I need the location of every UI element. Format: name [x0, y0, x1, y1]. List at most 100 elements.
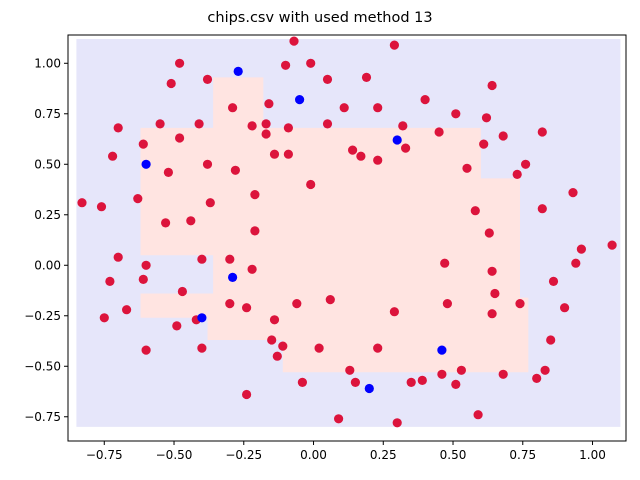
- red-point-102: [540, 365, 550, 375]
- red-point-98: [521, 159, 531, 169]
- blue-point-3: [233, 66, 243, 76]
- red-point-65: [361, 72, 372, 82]
- x-tick-label: −0.25: [225, 448, 262, 462]
- red-point-53: [306, 58, 316, 68]
- red-point-92: [487, 309, 497, 319]
- red-point-10: [138, 274, 148, 284]
- red-point-3: [113, 123, 123, 133]
- red-point-107: [571, 258, 581, 268]
- y-tick-label: 0.25: [34, 208, 61, 222]
- red-point-58: [325, 295, 335, 305]
- red-point-89: [484, 228, 494, 238]
- y-tick-label: −0.75: [24, 410, 61, 424]
- red-point-0: [77, 198, 87, 208]
- x-tick-label: 0.75: [509, 448, 536, 462]
- red-point-24: [197, 343, 207, 353]
- red-point-51: [292, 299, 302, 309]
- red-point-105: [560, 303, 570, 313]
- x-tick-label: −0.50: [156, 448, 193, 462]
- red-point-101: [537, 204, 547, 214]
- blue-point-7: [437, 345, 447, 355]
- class-1-region-0: [140, 77, 529, 373]
- red-point-57: [322, 119, 333, 129]
- red-point-11: [141, 345, 151, 355]
- axes-frame: [67, 34, 627, 442]
- red-point-70: [389, 307, 399, 317]
- red-point-31: [228, 103, 238, 113]
- red-point-18: [175, 58, 185, 68]
- red-point-25: [197, 254, 207, 264]
- red-point-48: [283, 149, 293, 159]
- red-point-14: [161, 218, 171, 228]
- red-point-29: [225, 254, 235, 264]
- red-point-1: [96, 202, 107, 212]
- red-point-37: [250, 190, 260, 200]
- x-tick-label: 0.00: [300, 448, 327, 462]
- red-point-84: [462, 163, 472, 173]
- red-point-95: [498, 369, 508, 379]
- y-tick-label: 0.75: [34, 107, 61, 121]
- red-point-23: [194, 119, 204, 129]
- red-point-80: [442, 299, 452, 309]
- red-point-104: [548, 276, 559, 286]
- blue-point-1: [197, 313, 207, 323]
- red-point-78: [437, 369, 447, 379]
- red-point-86: [473, 410, 483, 420]
- red-point-33: [242, 389, 252, 400]
- red-point-45: [272, 351, 282, 361]
- blue-point-6: [392, 135, 402, 145]
- x-tick-label: 1.00: [579, 448, 606, 462]
- red-point-88: [481, 113, 492, 123]
- red-point-79: [440, 258, 450, 268]
- red-point-7: [122, 305, 132, 315]
- blue-point-5: [364, 383, 374, 394]
- red-point-85: [470, 206, 480, 216]
- red-point-46: [278, 341, 288, 351]
- red-point-99: [532, 373, 542, 383]
- red-point-50: [289, 36, 299, 46]
- red-point-20: [177, 286, 187, 297]
- red-point-41: [264, 99, 274, 109]
- red-point-5: [105, 276, 115, 286]
- red-point-69: [389, 40, 399, 50]
- red-point-47: [281, 60, 291, 70]
- red-point-94: [498, 131, 508, 141]
- red-point-8: [133, 194, 143, 204]
- red-point-42: [267, 335, 277, 345]
- red-point-77: [434, 127, 444, 137]
- red-point-44: [269, 149, 280, 159]
- red-point-15: [163, 167, 173, 177]
- red-point-61: [345, 365, 355, 375]
- red-point-36: [247, 264, 257, 274]
- x-tick-label: 0.25: [370, 448, 397, 462]
- red-point-100: [537, 127, 547, 137]
- red-point-91: [487, 266, 497, 276]
- red-point-16: [166, 78, 176, 89]
- red-point-56: [322, 74, 333, 84]
- decision-regions: [76, 39, 621, 427]
- red-point-43: [269, 315, 280, 325]
- red-point-52: [297, 377, 307, 387]
- red-point-34: [242, 303, 252, 313]
- red-point-9: [138, 139, 148, 149]
- red-point-76: [420, 95, 430, 105]
- red-point-103: [546, 335, 556, 345]
- red-point-109: [607, 240, 617, 250]
- red-point-93: [490, 288, 500, 299]
- red-point-26: [202, 74, 213, 84]
- y-tick-label: −0.50: [24, 359, 61, 373]
- red-point-108: [576, 244, 587, 254]
- red-point-67: [373, 155, 383, 165]
- red-point-32: [230, 165, 240, 175]
- red-point-71: [392, 418, 402, 428]
- red-point-83: [456, 365, 466, 375]
- red-point-39: [261, 119, 271, 129]
- red-point-62: [348, 145, 358, 155]
- red-point-30: [225, 299, 235, 309]
- blue-point-2: [228, 272, 238, 282]
- red-point-38: [250, 226, 260, 236]
- red-point-59: [334, 414, 344, 424]
- red-point-60: [339, 103, 349, 113]
- y-axis-ticks: −0.75 −0.50 −0.25 0.00 0.25 0.50 0.75 1.00: [24, 56, 68, 424]
